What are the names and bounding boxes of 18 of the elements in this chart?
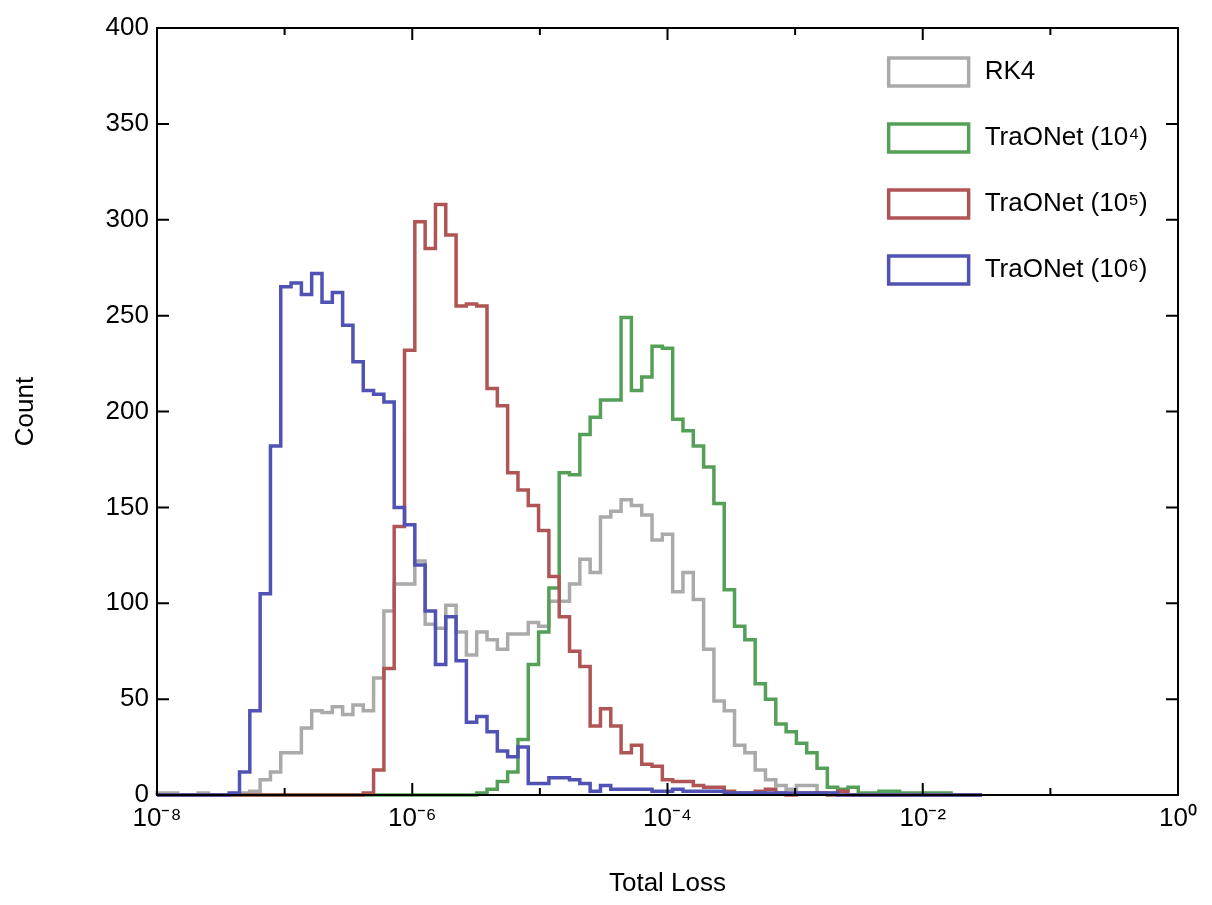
x-tick-label: 10⁰ [1159,801,1197,832]
y-tick-label: 100 [105,586,149,617]
y-tick-label: 400 [105,11,149,42]
y-tick-label: 250 [105,298,149,329]
legend-label: TraONet (10⁴) [984,121,1149,152]
x-tick-label: 10⁻² [899,801,947,832]
y-tick-label: 200 [105,394,149,425]
y-tick-label: 50 [120,682,149,713]
x-axis-title: Total Loss [608,866,727,897]
y-tick-label: 150 [105,490,149,521]
x-tick-label: 10⁻⁶ [387,801,437,832]
legend-label: TraONet (10⁶) [984,253,1148,284]
y-tick-label: 300 [105,202,149,233]
x-tick-label: 10⁻⁴ [642,801,693,832]
y-tick-label: 350 [105,107,149,138]
legend-label: TraONet (10⁵) [984,187,1148,218]
legend-label: RK4 [984,55,1036,86]
y-axis-title: Count [8,376,39,447]
